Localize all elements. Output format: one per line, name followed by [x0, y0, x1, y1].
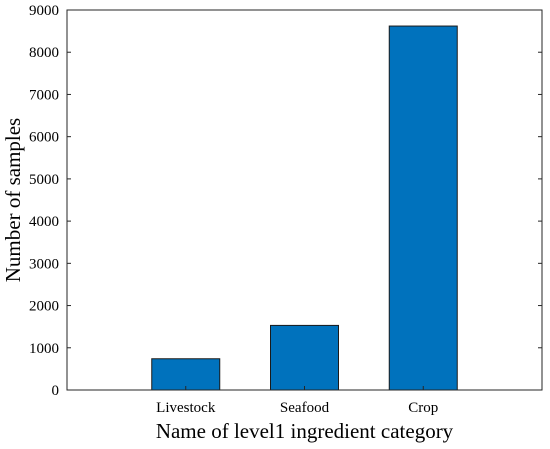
y-tick-label: 3000 — [29, 256, 59, 272]
y-tick-label: 8000 — [29, 45, 59, 61]
y-axis: 0 1000 2000 3000 4000 5000 6000 7000 8000 9000 — [29, 3, 542, 399]
y-tick-label: 7000 — [29, 87, 59, 103]
bars-group — [151, 25, 458, 391]
bar-crop — [388, 25, 458, 391]
x-tick-label-crop: Crop — [408, 400, 438, 416]
x-axis: Livestock Seafood Crop — [156, 386, 438, 416]
y-tick-label: 4000 — [29, 214, 59, 230]
y-tick-label: 1000 — [29, 341, 59, 357]
y-tick-label: 6000 — [29, 130, 59, 146]
bar-livestock — [151, 358, 221, 391]
y-tick-label: 0 — [52, 383, 60, 399]
x-tick-label-livestock: Livestock — [156, 400, 216, 416]
x-axis-title: Name of level1 ingredient category — [156, 419, 454, 443]
bar-seafood — [270, 324, 339, 391]
y-axis-title: Number of samples — [1, 118, 25, 282]
y-tick-label: 9000 — [29, 3, 59, 19]
x-tick-label-seafood: Seafood — [280, 400, 330, 416]
y-tick-label: 2000 — [29, 299, 59, 315]
y-tick-label: 5000 — [29, 172, 59, 188]
